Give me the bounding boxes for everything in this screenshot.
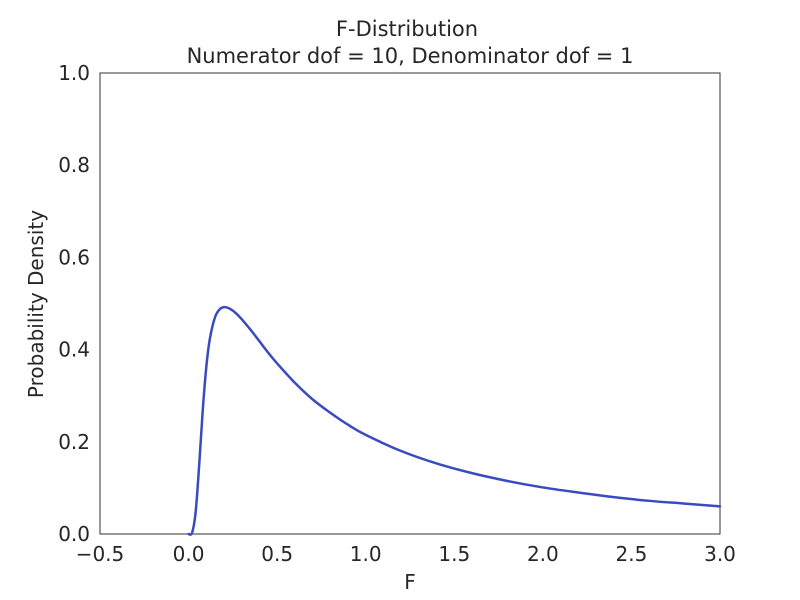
x-tick-label: 2.0 bbox=[527, 542, 559, 566]
y-tick-label: 0.8 bbox=[58, 153, 90, 177]
x-tick-label: 2.5 bbox=[616, 542, 648, 566]
pdf-curve-line bbox=[187, 305, 722, 536]
y-tick-label: 0.4 bbox=[58, 338, 90, 362]
y-axis-label: Probability Density bbox=[24, 210, 48, 398]
plot-frame bbox=[99, 72, 721, 535]
chart-subtitle: Numerator dof = 10, Denominator dof = 1 bbox=[187, 44, 634, 68]
y-tick-label: 0.0 bbox=[58, 522, 90, 546]
x-axis-label: F bbox=[404, 570, 416, 594]
y-tick-label: 0.6 bbox=[58, 245, 90, 269]
chart-title: F-Distribution bbox=[336, 17, 478, 41]
x-tick-label: 1.0 bbox=[350, 542, 382, 566]
y-axis-ticks: 0.0 0.2 0.4 0.6 0.8 1.0 bbox=[58, 61, 90, 546]
x-tick-label: 1.5 bbox=[438, 542, 470, 566]
x-tick-label: 0.5 bbox=[261, 542, 293, 566]
x-tick-label: 0.0 bbox=[173, 542, 205, 566]
y-tick-label: 0.2 bbox=[58, 430, 90, 454]
x-tick-label: 3.0 bbox=[704, 542, 736, 566]
x-axis-ticks: −0.5 0.0 0.5 1.0 1.5 2.0 2.5 3.0 bbox=[76, 542, 736, 566]
y-tick-label: 1.0 bbox=[58, 61, 90, 85]
x-tick-label: −0.5 bbox=[76, 542, 125, 566]
